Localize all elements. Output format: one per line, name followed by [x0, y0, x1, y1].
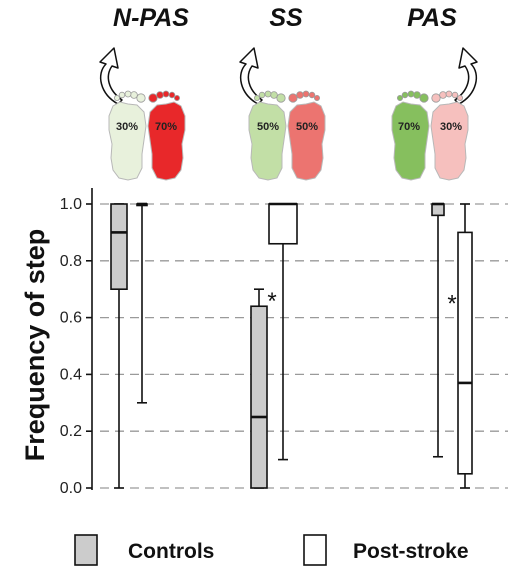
toe [276, 93, 286, 103]
y-tick-label: 0.4 [60, 366, 82, 383]
left-foot-percentage: 50% [257, 121, 279, 133]
toe [130, 91, 138, 99]
weight-shift-arrow-icon [454, 47, 478, 105]
toe [270, 91, 278, 99]
toe [419, 93, 429, 103]
box-controls-pas [431, 202, 445, 458]
box-controls-ss [250, 288, 268, 489]
toe [313, 95, 320, 102]
box-plots [110, 202, 473, 489]
left-foot-icon [108, 101, 147, 181]
left-foot-icon [391, 101, 430, 181]
weight-shift-arrow-icon [239, 47, 263, 105]
box-post-stroke-n-pas [136, 202, 148, 404]
y-tick-label: 0.6 [60, 310, 82, 327]
toe [148, 93, 158, 103]
y-tick-label: 0.8 [60, 253, 82, 270]
box-iqr [268, 203, 298, 245]
toe [451, 91, 459, 99]
feet-ss: 50% 50% [239, 47, 326, 181]
y-axis-label: Frequency of step [20, 229, 50, 462]
left-foot-icon [248, 101, 287, 181]
box-iqr [431, 203, 445, 217]
box-iqr [250, 305, 268, 489]
feet-illustrations: 30% 70% 50% 50% 70% 30% [99, 47, 478, 181]
box-iqr [457, 231, 473, 475]
toe [407, 90, 415, 98]
significance-marker: * [447, 291, 456, 318]
condition-title-ss: SS [269, 4, 303, 32]
significance-marker: * [267, 288, 276, 315]
toe [156, 91, 164, 99]
toe [253, 95, 260, 102]
right-foot-icon [147, 101, 186, 181]
right-foot-icon [287, 101, 326, 181]
legend-label-controls: Controls [128, 540, 214, 563]
box-controls-n-pas [110, 203, 128, 489]
toe [136, 93, 146, 103]
toe [296, 91, 304, 99]
legend-label-post-stroke: Post-stroke [353, 540, 469, 563]
toe [456, 95, 463, 102]
toe [308, 91, 316, 99]
toe [439, 91, 447, 99]
box-post-stroke-pas [457, 203, 473, 489]
feet-pas: 70% 30% [391, 47, 478, 181]
condition-title-pas: PAS [407, 4, 457, 32]
toe [173, 95, 180, 102]
toe [288, 93, 298, 103]
toe [302, 90, 310, 98]
toe [114, 95, 121, 102]
legend-swatch-post-stroke [303, 534, 327, 566]
box-iqr [110, 203, 128, 290]
toe [413, 91, 421, 99]
y-tick-label: 1.0 [60, 196, 82, 213]
left-foot-percentage: 30% [116, 121, 138, 133]
right-foot-icon [430, 101, 469, 181]
condition-title-npas: N-PAS [113, 4, 189, 32]
toe [401, 91, 409, 99]
toe [445, 90, 453, 98]
right-foot-percentage: 70% [155, 121, 177, 133]
y-tick-label: 0.0 [60, 480, 82, 497]
toe [431, 93, 441, 103]
annotations: * * [267, 288, 456, 318]
toe [168, 91, 176, 99]
legend: Controls Post-stroke [74, 534, 469, 566]
right-foot-percentage: 50% [296, 121, 318, 133]
right-foot-percentage: 30% [440, 121, 462, 133]
toe [162, 90, 170, 98]
legend-swatch-controls [74, 534, 98, 566]
box-post-stroke-ss [268, 202, 298, 461]
grid-lines [100, 203, 508, 489]
left-foot-percentage: 70% [398, 121, 420, 133]
weight-shift-arrow-icon [99, 47, 123, 105]
feet-n-pas: 30% 70% [99, 47, 186, 181]
toe [258, 91, 266, 99]
toe [118, 91, 126, 99]
toe [124, 90, 132, 98]
toe [396, 95, 403, 102]
y-axis: 0.0 0.2 0.4 0.6 0.8 1.0 [60, 188, 93, 497]
toe [264, 90, 272, 98]
y-tick-label: 0.2 [60, 423, 82, 440]
